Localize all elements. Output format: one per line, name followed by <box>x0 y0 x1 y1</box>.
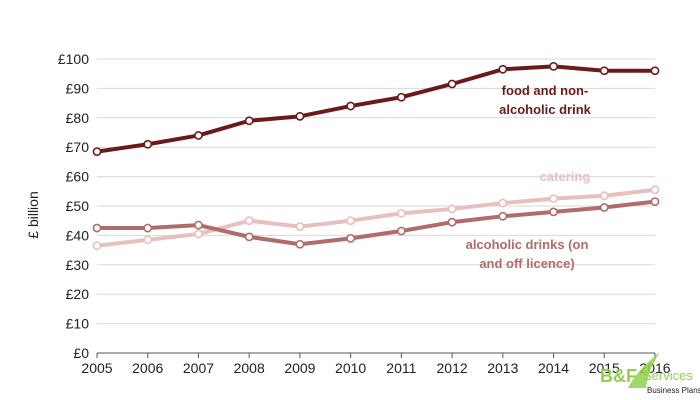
data-point <box>346 101 356 111</box>
y-tick-label: £90 <box>66 80 90 96</box>
x-tick-label: 2006 <box>132 360 163 376</box>
company-logo: B&F Services Business Plans <box>600 352 700 395</box>
gridlines <box>97 58 655 325</box>
data-point <box>194 220 203 230</box>
data-point <box>295 111 305 121</box>
x-tick-labels: 2005 2006 2007 2008 2009 2010 2011 2012 2013 2014… <box>81 360 670 376</box>
data-point <box>599 66 609 76</box>
y-tick-label: £50 <box>66 198 90 214</box>
x-tick-label: 2010 <box>335 360 366 376</box>
y-tick-label: £60 <box>66 169 90 185</box>
data-point <box>650 66 660 76</box>
y-tick-label: £0 <box>73 345 89 361</box>
y-tick-label: £10 <box>66 316 90 332</box>
data-point <box>599 203 609 212</box>
series-lines <box>92 61 660 251</box>
series-line <box>96 187 656 248</box>
data-point <box>194 131 203 140</box>
data-point <box>447 79 457 89</box>
data-point <box>650 197 660 206</box>
data-point <box>650 185 660 195</box>
data-point <box>143 139 153 149</box>
y-tick-label: £100 <box>58 51 89 67</box>
data-point <box>194 229 203 239</box>
series-2 <box>92 197 660 249</box>
data-point <box>396 92 406 102</box>
data-point <box>244 216 254 226</box>
data-point <box>295 222 305 231</box>
leaf-icon <box>628 352 660 388</box>
data-point <box>295 239 305 249</box>
x-tick-label: 2015 <box>589 360 620 376</box>
data-point <box>92 241 102 251</box>
y-tick-label: £30 <box>66 257 90 273</box>
y-tick-labels: £0 £10 £20 £30 £40 £50 £60 £70 £80 £90 £100 <box>58 51 89 361</box>
y-axis-label: £ billion <box>25 191 41 238</box>
y-tick-label: £80 <box>66 110 90 126</box>
data-point <box>244 232 254 242</box>
series-label: and off licence) <box>479 256 574 271</box>
y-tick-label: £20 <box>66 286 90 302</box>
axes <box>96 352 656 358</box>
series-label: alcoholic drink <box>499 102 592 117</box>
data-point <box>549 194 558 204</box>
x-tick-label: 2011 <box>386 360 416 376</box>
series-labels: food and non-alcoholic drink catering alco… <box>466 83 592 271</box>
data-point <box>396 208 406 218</box>
x-tick-label: 2014 <box>538 360 569 376</box>
series-line <box>96 64 655 154</box>
data-point <box>498 64 508 74</box>
series-label: catering <box>540 169 591 184</box>
x-tick-label: 2007 <box>183 360 214 376</box>
data-point <box>143 235 153 245</box>
series-label: food and non- <box>502 83 589 98</box>
data-point <box>143 223 153 233</box>
data-point <box>92 223 102 233</box>
data-point <box>498 211 508 221</box>
series-label: alcoholic drinks (on <box>466 237 589 252</box>
data-point <box>346 233 356 243</box>
x-tick-label: 2013 <box>487 360 518 376</box>
data-point <box>92 147 102 157</box>
series-1 <box>92 185 660 251</box>
data-point <box>244 116 254 126</box>
y-tick-label: £70 <box>66 139 90 155</box>
data-point <box>498 198 508 208</box>
x-tick-label: 2008 <box>234 360 265 376</box>
x-tick-label: 2009 <box>284 360 315 376</box>
series-0 <box>92 61 660 157</box>
data-point <box>396 226 406 236</box>
logo-tagline: Business Plans <box>647 386 700 395</box>
x-tick-label: 2012 <box>437 360 468 376</box>
data-point <box>447 217 457 227</box>
y-tick-label: £40 <box>66 227 90 243</box>
logo-mark: B&F <box>600 366 637 386</box>
data-point <box>599 191 609 201</box>
x-tick-label: 2005 <box>81 360 112 376</box>
logo-services: Services <box>643 368 693 383</box>
series-line <box>97 199 656 247</box>
data-point <box>549 61 558 71</box>
data-point <box>549 207 558 217</box>
data-point <box>447 204 457 214</box>
data-point <box>346 216 356 226</box>
